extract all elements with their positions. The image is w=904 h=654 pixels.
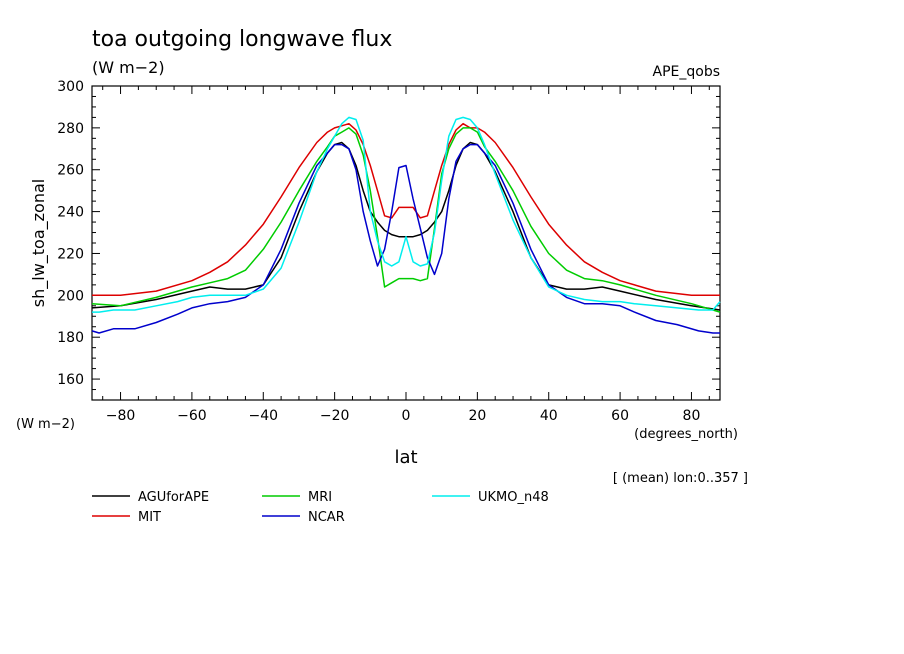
series-line-mit <box>92 122 720 297</box>
mean-note: [ (mean) lon:0..357 ] <box>613 471 748 486</box>
legend-label-aguforape: AGUforAPE <box>138 490 209 505</box>
x-tick-label: −60 <box>177 408 207 424</box>
x-axis-label: lat <box>394 447 417 468</box>
title-units: (W m−2) <box>92 58 165 77</box>
legend-label-mri: MRI <box>308 490 332 505</box>
axes: −80 −60 −40 −20 0 20 40 60 80 160 180 200 220 240 260 2… <box>57 79 720 424</box>
legend-label-mit: MIT <box>138 510 161 525</box>
series-line-ukmo-n48 <box>92 116 721 313</box>
y-tick-label: 220 <box>57 246 84 262</box>
x-tick-label: 20 <box>468 408 486 424</box>
x-tick-label: −80 <box>106 408 136 424</box>
x-tick-label: 0 <box>402 408 411 424</box>
legend: AGUforAPE MIT MRI NCAR UKMO_n48 <box>92 490 549 525</box>
y-tick-label: 160 <box>57 372 84 388</box>
y-tick-label: 180 <box>57 330 84 346</box>
x-axis-units: (degrees_north) <box>634 427 738 442</box>
legend-label-ncar: NCAR <box>308 510 345 525</box>
x-tick-label: −40 <box>248 408 278 424</box>
y-tick-label: 240 <box>57 205 84 221</box>
y-tick-label: 280 <box>57 121 84 137</box>
x-tick-label: 60 <box>611 408 629 424</box>
y-tick-label: 300 <box>57 79 84 95</box>
experiment-label: APE_qobs <box>653 64 721 80</box>
series-line-mri <box>91 127 721 313</box>
x-tick-label: −20 <box>320 408 350 424</box>
y-tick-label: 260 <box>57 163 84 179</box>
y-axis-units: (W m−2) <box>16 417 75 432</box>
series-lines <box>91 116 721 334</box>
chart-title: toa outgoing longwave flux <box>92 27 392 52</box>
plot-frame <box>91 85 721 401</box>
x-tick-label: 80 <box>683 408 701 424</box>
x-tick-label: 40 <box>540 408 558 424</box>
y-tick-label: 200 <box>57 288 84 304</box>
legend-label-ukmo-n48: UKMO_n48 <box>478 490 549 505</box>
series-line-ncar <box>91 143 720 334</box>
y-axis-label: sh_lw_toa_zonal <box>29 179 49 307</box>
